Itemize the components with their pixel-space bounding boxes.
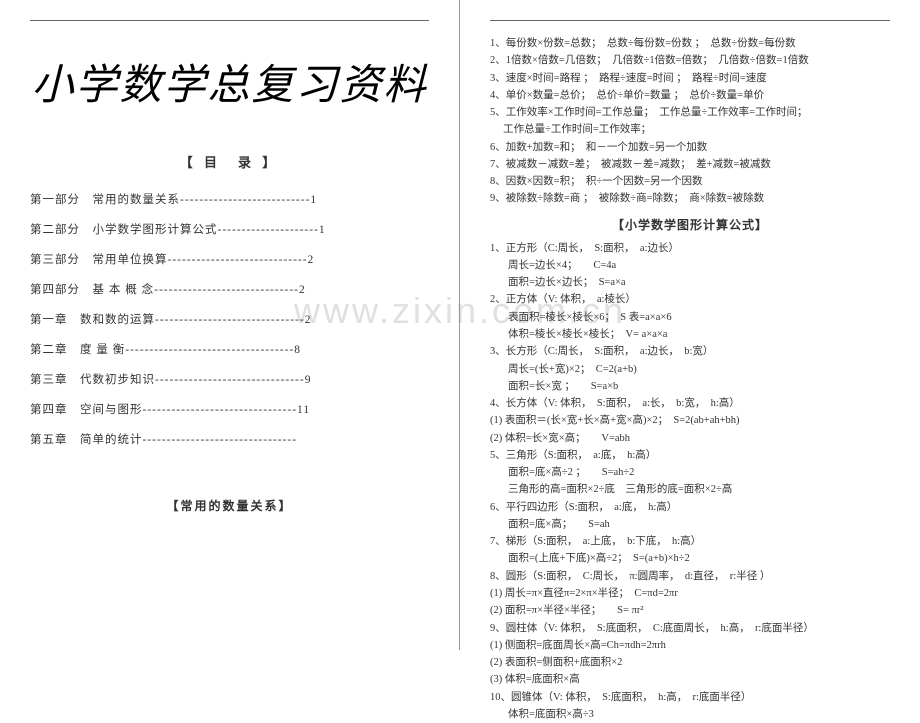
formula-line: 面积=长×宽 ； S=a×b	[490, 379, 890, 395]
relation-line: 4、单价×数量=总价； 总价÷单价=数量 ； 总价÷数量=单价	[490, 88, 890, 104]
relation-line: 8、因数×因数=积； 积÷一个因数=另一个因数	[490, 174, 890, 190]
top-rule-right	[490, 20, 890, 21]
top-rule	[30, 20, 429, 21]
formula-line: 5、三角形（S:面积， a:底， h:高）	[490, 448, 890, 464]
formulas-block: 1、正方形（C:周长， S:面积， a:边长）周长=边长×4； C=4a面积=边…	[490, 241, 890, 723]
formula-line: 8、圆形（S:面积， C:周长， π:圆周率， d:直径， r:半径 ）	[490, 569, 890, 585]
formula-line: 9、圆柱体（V: 体积， S:底面积， C:底面周长， h:高， r:底面半径）	[490, 621, 890, 637]
formula-line: 2、正方体（V: 体积， a:棱长）	[490, 292, 890, 308]
toc-item: 第五章 简单的统计-------------------------------…	[30, 431, 429, 447]
formula-line: (1) 周长=π×直径π=2×π×半径； C=πd=2πr	[490, 586, 890, 602]
right-page: 1、每份数×份数=总数； 总数÷每份数=份数 ； 总数÷份数=每份数2、1倍数×…	[460, 0, 920, 650]
formula-line: 7、梯形（S:面积， a:上底， b:下底， h:高）	[490, 534, 890, 550]
formula-line: 1、正方形（C:周长， S:面积， a:边长）	[490, 241, 890, 257]
toc-item: 第三章 代数初步知识------------------------------…	[30, 371, 429, 387]
formula-line: 表面积=棱长×棱长×6； S 表=a×a×6	[490, 310, 890, 326]
formula-line: 面积=(上底+下底)×高÷2； S=(a+b)×h÷2	[490, 551, 890, 567]
formula-line: 6、平行四边形（S:面积， a:底， h:高）	[490, 500, 890, 516]
formula-line: 面积=边长×边长； S=a×a	[490, 275, 890, 291]
relations-block: 1、每份数×份数=总数； 总数÷每份数=份数 ； 总数÷份数=每份数2、1倍数×…	[490, 36, 890, 208]
bottom-section-title: 【常用的数量关系】	[30, 497, 429, 514]
formula-line: (2) 体积=长×宽×高； V=abh	[490, 431, 890, 447]
relation-line: 工作总量÷工作时间=工作效率；	[490, 122, 890, 138]
toc-list: 第一部分 常用的数量关系---------------------------1…	[30, 191, 429, 447]
formula-line: 周长=(长+宽)×2； C=2(a+b)	[490, 362, 890, 378]
formula-line: (3) 体积=底面积×高	[490, 672, 890, 688]
formula-line: 面积=底×高÷2 ； S=ah÷2	[490, 465, 890, 481]
formula-line: 周长=边长×4； C=4a	[490, 258, 890, 274]
formula-line: (1) 侧面积=底面周长×高=Ch=πdh=2πrh	[490, 638, 890, 654]
relation-line: 6、加数+加数=和； 和－一个加数=另一个加数	[490, 140, 890, 156]
relation-line: 2、1倍数×倍数=几倍数； 几倍数÷1倍数=倍数； 几倍数÷倍数=1倍数	[490, 53, 890, 69]
main-title: 小学数学总复习资料	[30, 51, 429, 112]
formula-line: 3、长方形（C:周长， S:面积， a:边长， b:宽）	[490, 344, 890, 360]
formula-line: 10、圆锥体（V: 体积， S:底面积， h:高， r:底面半径）	[490, 690, 890, 706]
relation-line: 7、被减数－减数=差； 被减数－差=减数； 差+减数=被减数	[490, 157, 890, 173]
formula-line: (2) 面积=π×半径×半径； S= πr²	[490, 603, 890, 619]
toc-item: 第一章 数和数的运算------------------------------…	[30, 311, 429, 327]
formula-line: 体积=棱长×棱长×棱长； V= a×a×a	[490, 327, 890, 343]
formula-line: 4、长方体（V: 体积， S:面积， a:长， b:宽， h:高）	[490, 396, 890, 412]
formula-line: 三角形的高=面积×2÷底 三角形的底=面积×2÷高	[490, 482, 890, 498]
relation-line: 5、工作效率×工作时间=工作总量； 工作总量÷工作效率=工作时间；	[490, 105, 890, 121]
toc-item: 第二章 度 量 衡-------------------------------…	[30, 341, 429, 357]
relation-line: 3、速度×时间=路程 ； 路程÷速度=时间 ； 路程÷时间=速度	[490, 71, 890, 87]
formula-line: (2) 表面积=侧面积+底面积×2	[490, 655, 890, 671]
toc-item: 第一部分 常用的数量关系---------------------------1	[30, 191, 429, 207]
relation-line: 9、被除数÷除数=商 ； 被除数÷商=除数； 商×除数=被除数	[490, 191, 890, 207]
formula-line: 面积=底×高； S=ah	[490, 517, 890, 533]
toc-header: 【 目 录 】	[30, 152, 429, 171]
relation-line: 1、每份数×份数=总数； 总数÷每份数=份数 ； 总数÷份数=每份数	[490, 36, 890, 52]
toc-item: 第二部分 小学数学图形计算公式---------------------1	[30, 221, 429, 237]
toc-item: 第四部分 基 本 概 念----------------------------…	[30, 281, 429, 297]
toc-item: 第三部分 常用单位换算-----------------------------…	[30, 251, 429, 267]
left-page: 小学数学总复习资料 【 目 录 】 第一部分 常用的数量关系----------…	[0, 0, 460, 650]
formula-line: (1) 表面积＝(长×宽+长×高+宽×高)×2； S=2(ab+ah+bh)	[490, 413, 890, 429]
formula-section-title: 【小学数学图形计算公式】	[490, 216, 890, 233]
formula-line: 体积=底面积×高÷3	[490, 707, 890, 723]
toc-item: 第四章 空间与图形-------------------------------…	[30, 401, 429, 417]
